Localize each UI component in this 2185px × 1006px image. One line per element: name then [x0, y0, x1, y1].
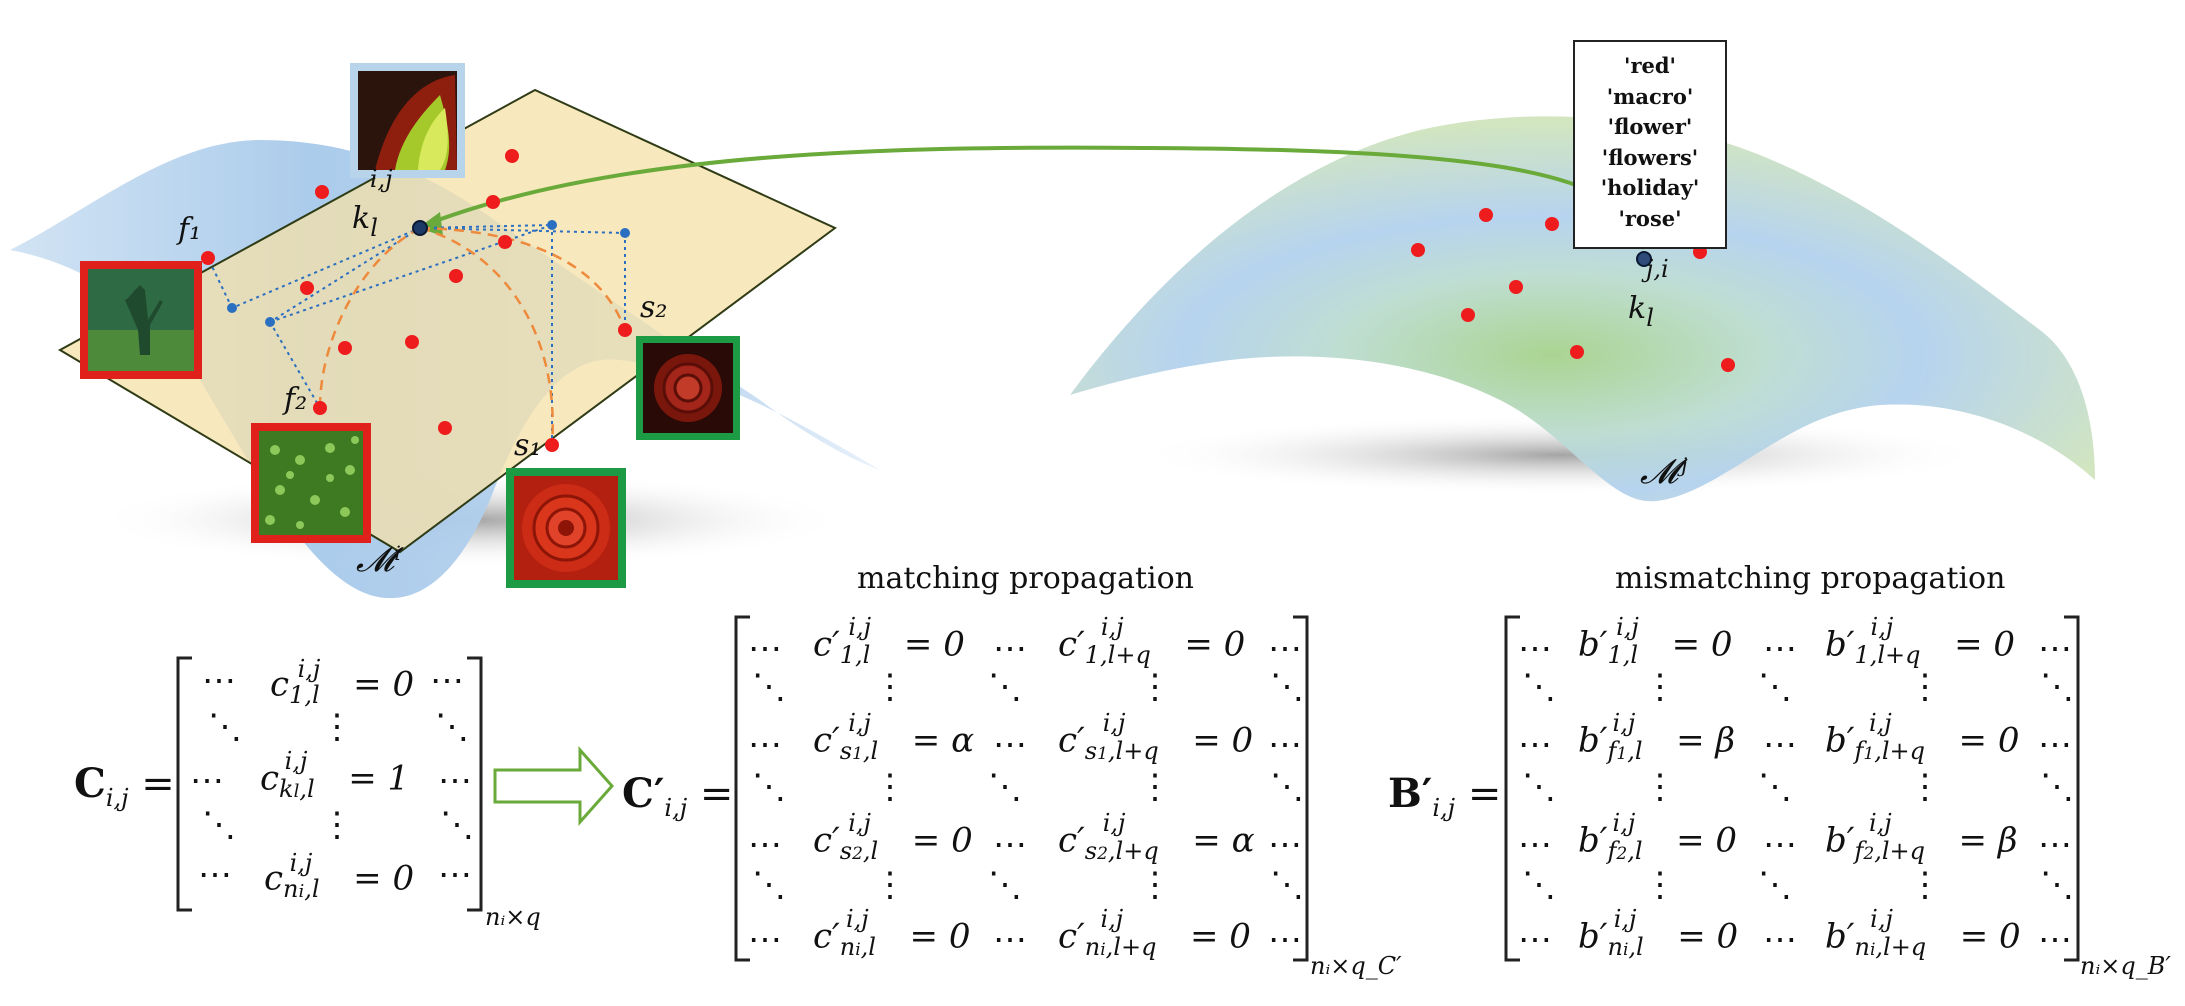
matrix-Bp-subscript: i,j: [1432, 794, 1456, 822]
matrix-Cp-lhs: C′i,j =: [622, 770, 734, 822]
manifold-correspondence-arrow: [424, 145, 1642, 246]
transform-arrow: [493, 746, 615, 826]
matrix-C-dimension: nᵢ×q: [485, 903, 541, 931]
right-manifold-label: 𝓜ʲ: [1640, 452, 1688, 492]
tag-list-box: 'red' 'macro' 'flower' 'flowers' 'holida…: [1573, 40, 1727, 249]
geodesic-paths: [318, 226, 627, 446]
matrix-Bp-dimension: nᵢ×q_B′: [2080, 952, 2171, 980]
beta-symbol: β: [1997, 820, 2018, 861]
left-red-points: [201, 149, 632, 452]
matrix-Bp-brackets: [1504, 615, 2080, 962]
matrix-Bp: ⋯ b′1,li,j = 0 ⋯ b′1,l+qi,j = 0 ⋯ ⋱ ⋮ ⋱ …: [1518, 613, 2074, 962]
matrix-C-subscript: i,j: [105, 784, 129, 812]
matrix-C-symbol: C: [74, 760, 106, 807]
k-superscript: i,j: [369, 165, 393, 193]
matrix-C: ⋯ c1,li,j = 0 ⋯ ⋱ ⋮ ⋱ ⋯ ckl,li,j = 1 ⋯ ⋱…: [190, 655, 474, 904]
tag-item: 'flowers': [1601, 144, 1699, 170]
label-k-right: kl j,i: [1628, 255, 1677, 332]
left-manifold-label: 𝓜ⁱ: [356, 540, 401, 580]
beta-symbol: β: [1715, 720, 1736, 761]
k-letter: k: [352, 201, 371, 236]
tag-item: 'macro': [1606, 83, 1694, 109]
matrix-Cp: ⋯ c′1,li,j = 0 ⋯ c′1,l+qi,j = 0 ⋯ ⋱ ⋮ ⋱ …: [748, 613, 1304, 962]
label-k-left: kl i,j: [352, 165, 401, 242]
matrix-Cp-dimension: nᵢ×q_C′: [1310, 952, 1402, 980]
alpha-symbol: α: [1231, 820, 1255, 861]
tag-item: 'holiday': [1600, 175, 1700, 200]
heading-matching-propagation: matching propagation: [857, 561, 1194, 596]
k-letter-right: k: [1628, 291, 1647, 326]
matrix-Cp-symbol: C′: [622, 770, 665, 817]
label-s1: s₁: [514, 428, 542, 463]
left-key-point: [412, 220, 428, 236]
matrix-C-lhs: Ci,j =: [74, 760, 175, 812]
k-right-subscript: l: [1646, 304, 1654, 332]
matrix-Bp-lhs: B′i,j =: [1388, 770, 1502, 822]
right-manifold-surface: [1070, 116, 2095, 502]
matrix-Cp-brackets: [734, 615, 1309, 962]
alpha-symbol: α: [951, 720, 975, 761]
heading-mismatching-propagation: mismatching propagation: [1615, 561, 2006, 596]
k-subscript: l: [370, 214, 378, 242]
matrix-C-brackets: [176, 656, 483, 912]
matrix-Bp-symbol: B′: [1388, 770, 1433, 817]
right-red-points: [1411, 208, 1735, 372]
label-f2: f₂: [284, 382, 308, 417]
tag-item: 'flower': [1607, 114, 1693, 139]
k-right-superscript: j,i: [1645, 255, 1669, 283]
tag-item: 'rose': [1618, 205, 1682, 231]
graph-nodes: [227, 220, 630, 327]
tag-item: 'red': [1624, 53, 1676, 78]
right-key-point: [1636, 251, 1652, 267]
matrix-Cp-subscript: i,j: [664, 794, 688, 822]
label-s2: s₂: [640, 290, 668, 325]
label-f1: f₁: [178, 212, 202, 247]
